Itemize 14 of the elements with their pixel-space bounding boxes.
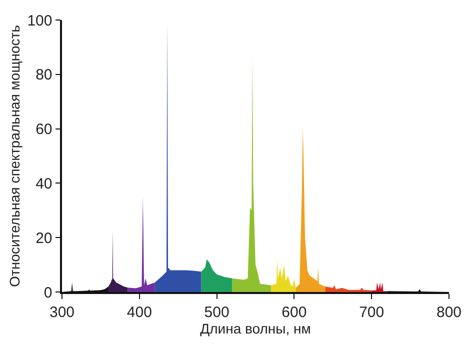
y-tick-label: 40	[36, 175, 52, 192]
y-tick-label: 20	[36, 230, 52, 247]
y-tick-label: 100	[27, 12, 52, 30]
y-tick-label: 0	[44, 284, 52, 302]
x-tick-label: 500	[204, 304, 230, 321]
x-tick-label: 400	[126, 304, 152, 321]
y-tick-label: 60	[36, 121, 52, 138]
x-axis-title: Длина волны, нм	[200, 320, 311, 337]
y-axis-title: Относительная спектральная мощность	[6, 25, 22, 287]
y-tick-label: 80	[36, 66, 52, 84]
x-tick-label: 800	[436, 304, 462, 321]
x-tick-label: 600	[282, 304, 307, 321]
x-tick-label: 300	[49, 304, 75, 321]
x-tick-label: 700	[359, 304, 384, 321]
